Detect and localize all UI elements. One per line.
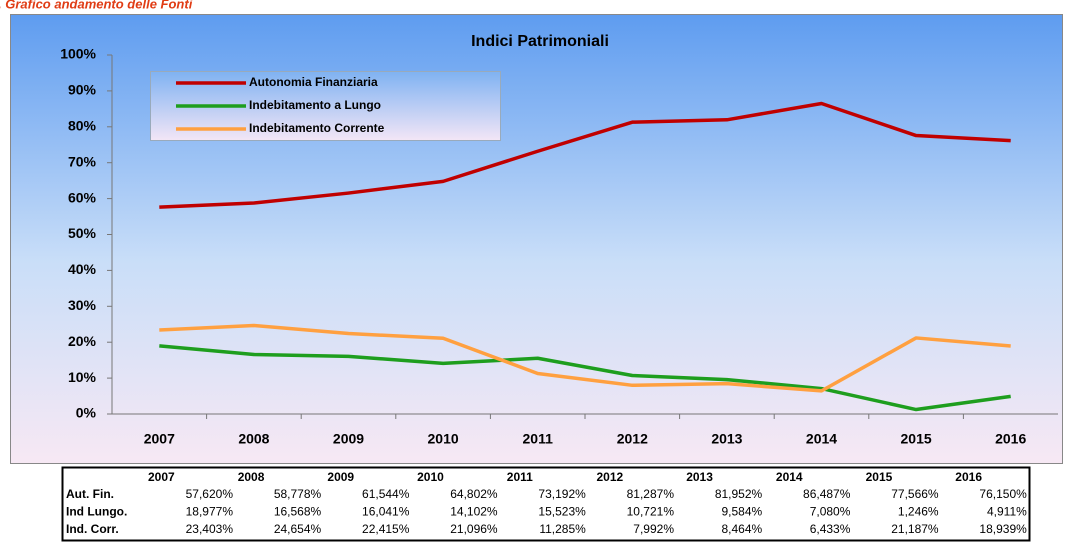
y-tick-label: 90% <box>68 82 97 98</box>
y-tick-label: 10% <box>68 369 97 385</box>
table-cell: 21,187% <box>891 522 939 536</box>
table-cell: 73,192% <box>538 487 586 501</box>
y-tick-label: 30% <box>68 297 97 313</box>
x-tick-label: 2008 <box>238 431 269 447</box>
table-cell: 77,566% <box>891 487 939 501</box>
series-line <box>159 101 1011 209</box>
x-tick-label: 2010 <box>428 431 459 447</box>
table-cell: 18,939% <box>979 522 1027 536</box>
y-tick-label: 60% <box>68 189 97 205</box>
table-header: 2014 <box>776 470 803 484</box>
table-header: 2008 <box>238 470 265 484</box>
y-tick-label: 50% <box>68 225 97 241</box>
table-cell: 81,952% <box>715 487 763 501</box>
table-cell: 86,487% <box>803 487 851 501</box>
series-line <box>159 323 1011 393</box>
table-cell: 16,041% <box>362 505 410 519</box>
row-label: Ind. Corr. <box>66 522 119 536</box>
chart-title: Indici Patrimoniali <box>471 33 609 50</box>
x-tick-label: 2012 <box>617 431 648 447</box>
y-tick-label: 0% <box>76 405 97 421</box>
table-cell: 18,977% <box>186 505 234 519</box>
table-cell: 16,568% <box>274 505 322 519</box>
x-tick-label: 2014 <box>806 431 837 447</box>
table-cell: 7,992% <box>633 522 674 536</box>
table-cell: 76,150% <box>979 487 1027 501</box>
table-cell: 15,523% <box>538 505 586 519</box>
y-tick-label: 40% <box>68 261 97 277</box>
table-header: 2011 <box>507 470 533 484</box>
table-cell: 9,584% <box>721 505 762 519</box>
heading: . Grafico andamento delle Fonti <box>0 0 193 11</box>
series-line <box>159 344 1011 412</box>
table-cell: 57,620% <box>186 487 234 501</box>
table-cell: 61,544% <box>362 487 410 501</box>
x-tick-label: 2015 <box>901 431 932 447</box>
x-tick-label: 2011 <box>523 431 554 447</box>
table-cell: 81,287% <box>627 487 675 501</box>
table-header: 2007 <box>148 470 175 484</box>
table-cell: 21,096% <box>450 522 498 536</box>
legend-label: Indebitamento a Lungo <box>249 98 381 112</box>
table-header: 2012 <box>597 470 624 484</box>
table-cell: 4,911% <box>987 505 1027 519</box>
table-cell: 1,246% <box>898 505 939 519</box>
data-table <box>61 466 1031 542</box>
table-cell: 10,721% <box>627 505 675 519</box>
row-label: Ind Lungo. <box>66 505 127 519</box>
x-tick-label: 2009 <box>333 431 364 447</box>
table-cell: 22,415% <box>362 522 410 536</box>
table-header: 2015 <box>866 470 893 484</box>
y-tick-label: 20% <box>68 333 97 349</box>
x-tick-label: 2007 <box>144 431 175 447</box>
table-cell: 64,802% <box>450 487 498 501</box>
table-cell: 11,285% <box>539 522 586 536</box>
row-label: Aut. Fin. <box>66 487 114 501</box>
table-header: 2013 <box>686 470 713 484</box>
table-cell: 14,102% <box>450 505 498 519</box>
y-tick-label: 100% <box>60 46 96 62</box>
table-header: 2009 <box>327 470 354 484</box>
table-cell: 24,654% <box>274 522 322 536</box>
legend-label: Autonomia Finanziaria <box>249 75 378 89</box>
table-header: 2016 <box>955 470 982 484</box>
table-cell: 58,778% <box>274 487 322 501</box>
table-cell: 6,433% <box>810 522 851 536</box>
x-tick-label: 2013 <box>711 431 742 447</box>
legend-label: Indebitamento Corrente <box>249 121 385 135</box>
table-cell: 23,403% <box>186 522 234 536</box>
table-cell: 8,464% <box>721 522 762 536</box>
x-tick-label: 2016 <box>995 431 1026 447</box>
table-header: 2010 <box>417 470 444 484</box>
table-cell: 7,080% <box>810 505 851 519</box>
y-tick-label: 80% <box>68 118 97 134</box>
y-tick-label: 70% <box>68 153 97 169</box>
